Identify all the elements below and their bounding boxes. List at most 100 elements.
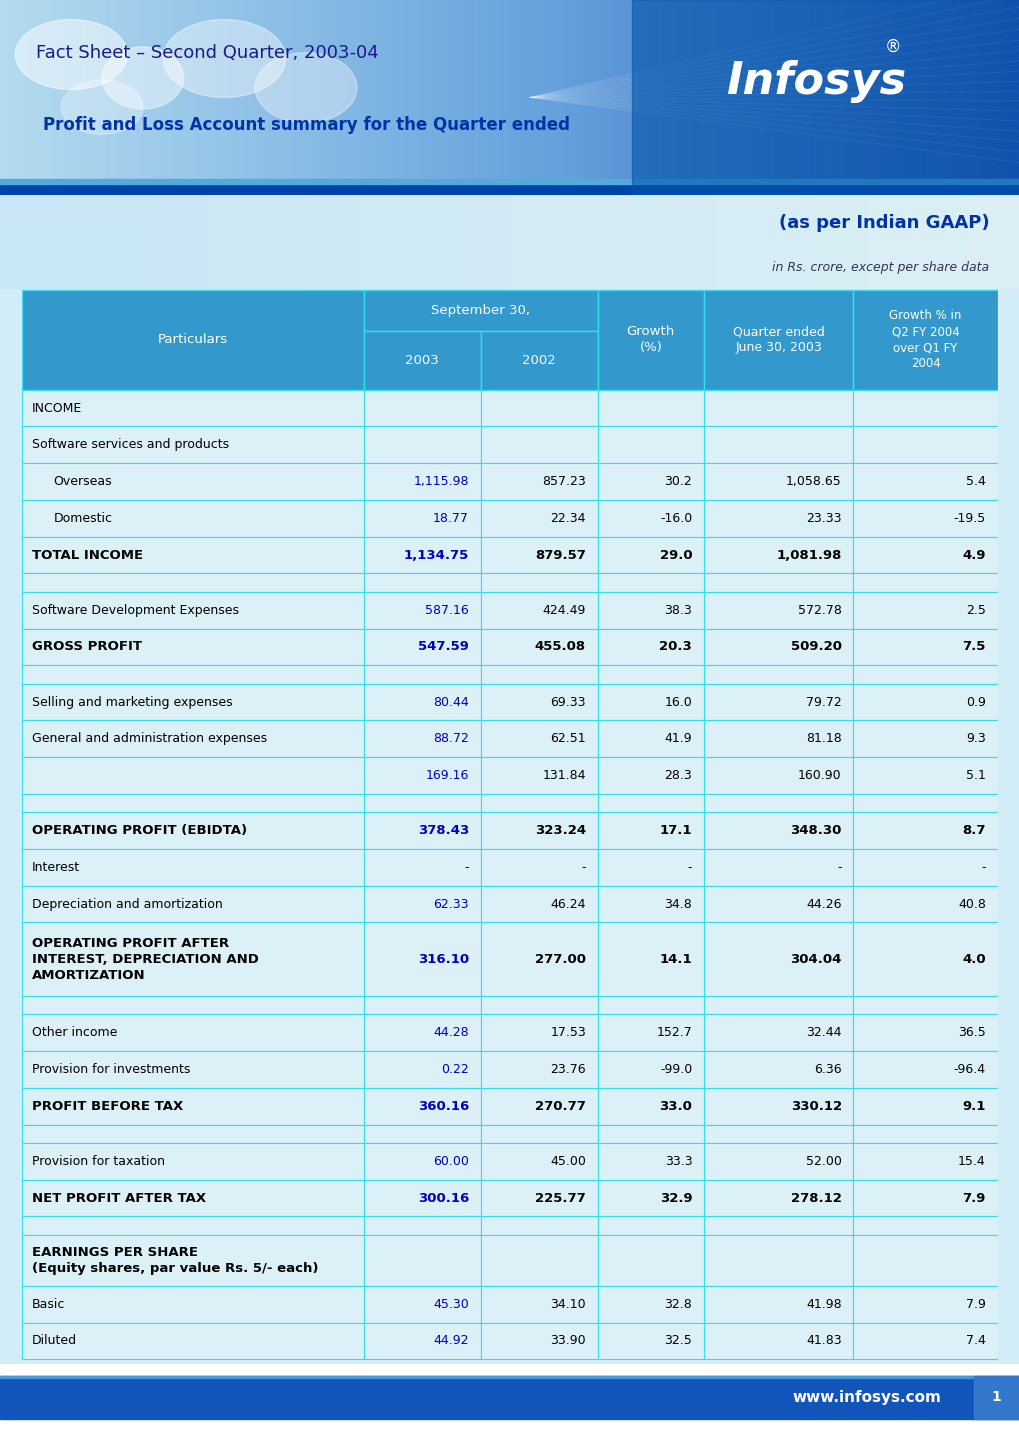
Bar <box>132 0 138 195</box>
Bar <box>871 0 876 195</box>
Ellipse shape <box>15 19 127 89</box>
Bar <box>825 0 830 195</box>
Bar <box>597 758 703 794</box>
Bar <box>853 629 997 665</box>
Bar <box>897 195 907 289</box>
Bar <box>418 0 423 195</box>
Bar <box>703 427 853 463</box>
Bar <box>234 0 239 195</box>
Bar <box>688 0 693 195</box>
Text: 80.44: 80.44 <box>433 696 469 709</box>
Text: 7.5: 7.5 <box>962 641 985 654</box>
Bar <box>601 0 606 195</box>
Bar <box>703 1051 853 1088</box>
Bar <box>168 0 173 195</box>
Bar <box>810 0 815 195</box>
Bar <box>703 758 853 794</box>
Bar <box>510 195 520 289</box>
Bar <box>853 1235 997 1286</box>
Bar <box>372 0 377 195</box>
Bar <box>480 463 597 499</box>
Bar <box>22 1235 364 1286</box>
Bar <box>853 537 997 573</box>
Bar <box>480 812 597 848</box>
Bar <box>1014 0 1019 195</box>
Bar <box>853 886 997 922</box>
Bar <box>367 0 372 195</box>
Bar <box>703 290 853 390</box>
Bar <box>703 537 853 573</box>
Bar <box>448 195 459 289</box>
Bar <box>148 0 153 195</box>
Bar <box>364 1088 480 1124</box>
Bar <box>275 195 285 289</box>
Bar <box>484 0 489 195</box>
Text: 1: 1 <box>990 1391 1001 1404</box>
Bar <box>22 1124 364 1143</box>
Bar <box>853 1014 997 1051</box>
Bar <box>22 922 364 996</box>
Bar <box>597 1323 703 1359</box>
Bar <box>22 1143 364 1180</box>
Bar <box>22 996 364 1014</box>
Bar <box>22 812 364 848</box>
Bar <box>937 0 943 195</box>
Bar <box>438 0 443 195</box>
Bar <box>311 0 316 195</box>
Ellipse shape <box>102 46 183 110</box>
Bar <box>820 0 825 195</box>
Bar <box>597 573 703 592</box>
Bar <box>66 0 71 195</box>
Text: 41.9: 41.9 <box>664 732 692 745</box>
Bar <box>622 195 632 289</box>
Bar <box>841 0 846 195</box>
Text: 160.90: 160.90 <box>797 769 841 782</box>
Bar <box>209 0 214 195</box>
Bar <box>596 0 601 195</box>
Bar <box>754 0 759 195</box>
Bar <box>480 1286 597 1323</box>
Bar <box>22 848 364 886</box>
Bar <box>994 0 999 195</box>
Text: Fact Sheet – Second Quarter, 2003-04: Fact Sheet – Second Quarter, 2003-04 <box>36 43 378 62</box>
Bar <box>729 0 734 195</box>
Bar <box>853 1180 997 1216</box>
Bar <box>825 195 836 289</box>
Bar <box>36 0 41 195</box>
Text: 52.00: 52.00 <box>805 1154 841 1167</box>
Text: 17.53: 17.53 <box>550 1026 586 1039</box>
Bar <box>560 0 566 195</box>
Bar <box>581 195 591 289</box>
Bar <box>364 537 480 573</box>
Text: 587.16: 587.16 <box>425 603 469 616</box>
Bar <box>907 195 917 289</box>
Bar <box>892 0 897 195</box>
Bar <box>61 0 66 195</box>
Bar <box>887 0 892 195</box>
Bar <box>464 0 469 195</box>
Text: -: - <box>464 861 469 874</box>
Bar <box>703 1235 853 1286</box>
Bar <box>397 195 408 289</box>
Bar <box>708 0 713 195</box>
Bar <box>22 1014 364 1051</box>
Bar <box>22 1323 364 1359</box>
Bar <box>364 665 480 684</box>
Bar <box>178 0 183 195</box>
Bar <box>51 195 61 289</box>
Bar <box>917 0 922 195</box>
Text: 2.5: 2.5 <box>965 603 985 616</box>
Text: Depreciation and amortization: Depreciation and amortization <box>33 898 223 911</box>
Text: EARNINGS PER SHARE
(Equity shares, par value Rs. 5/- each): EARNINGS PER SHARE (Equity shares, par v… <box>33 1245 318 1274</box>
Bar <box>764 0 769 195</box>
Bar <box>22 720 364 758</box>
Bar <box>10 0 15 195</box>
Bar <box>657 0 662 195</box>
Bar <box>0 195 10 289</box>
Bar <box>606 0 611 195</box>
Bar <box>1009 0 1014 195</box>
Bar <box>853 427 997 463</box>
Bar <box>597 1124 703 1143</box>
Bar <box>22 537 364 573</box>
Bar <box>346 0 352 195</box>
